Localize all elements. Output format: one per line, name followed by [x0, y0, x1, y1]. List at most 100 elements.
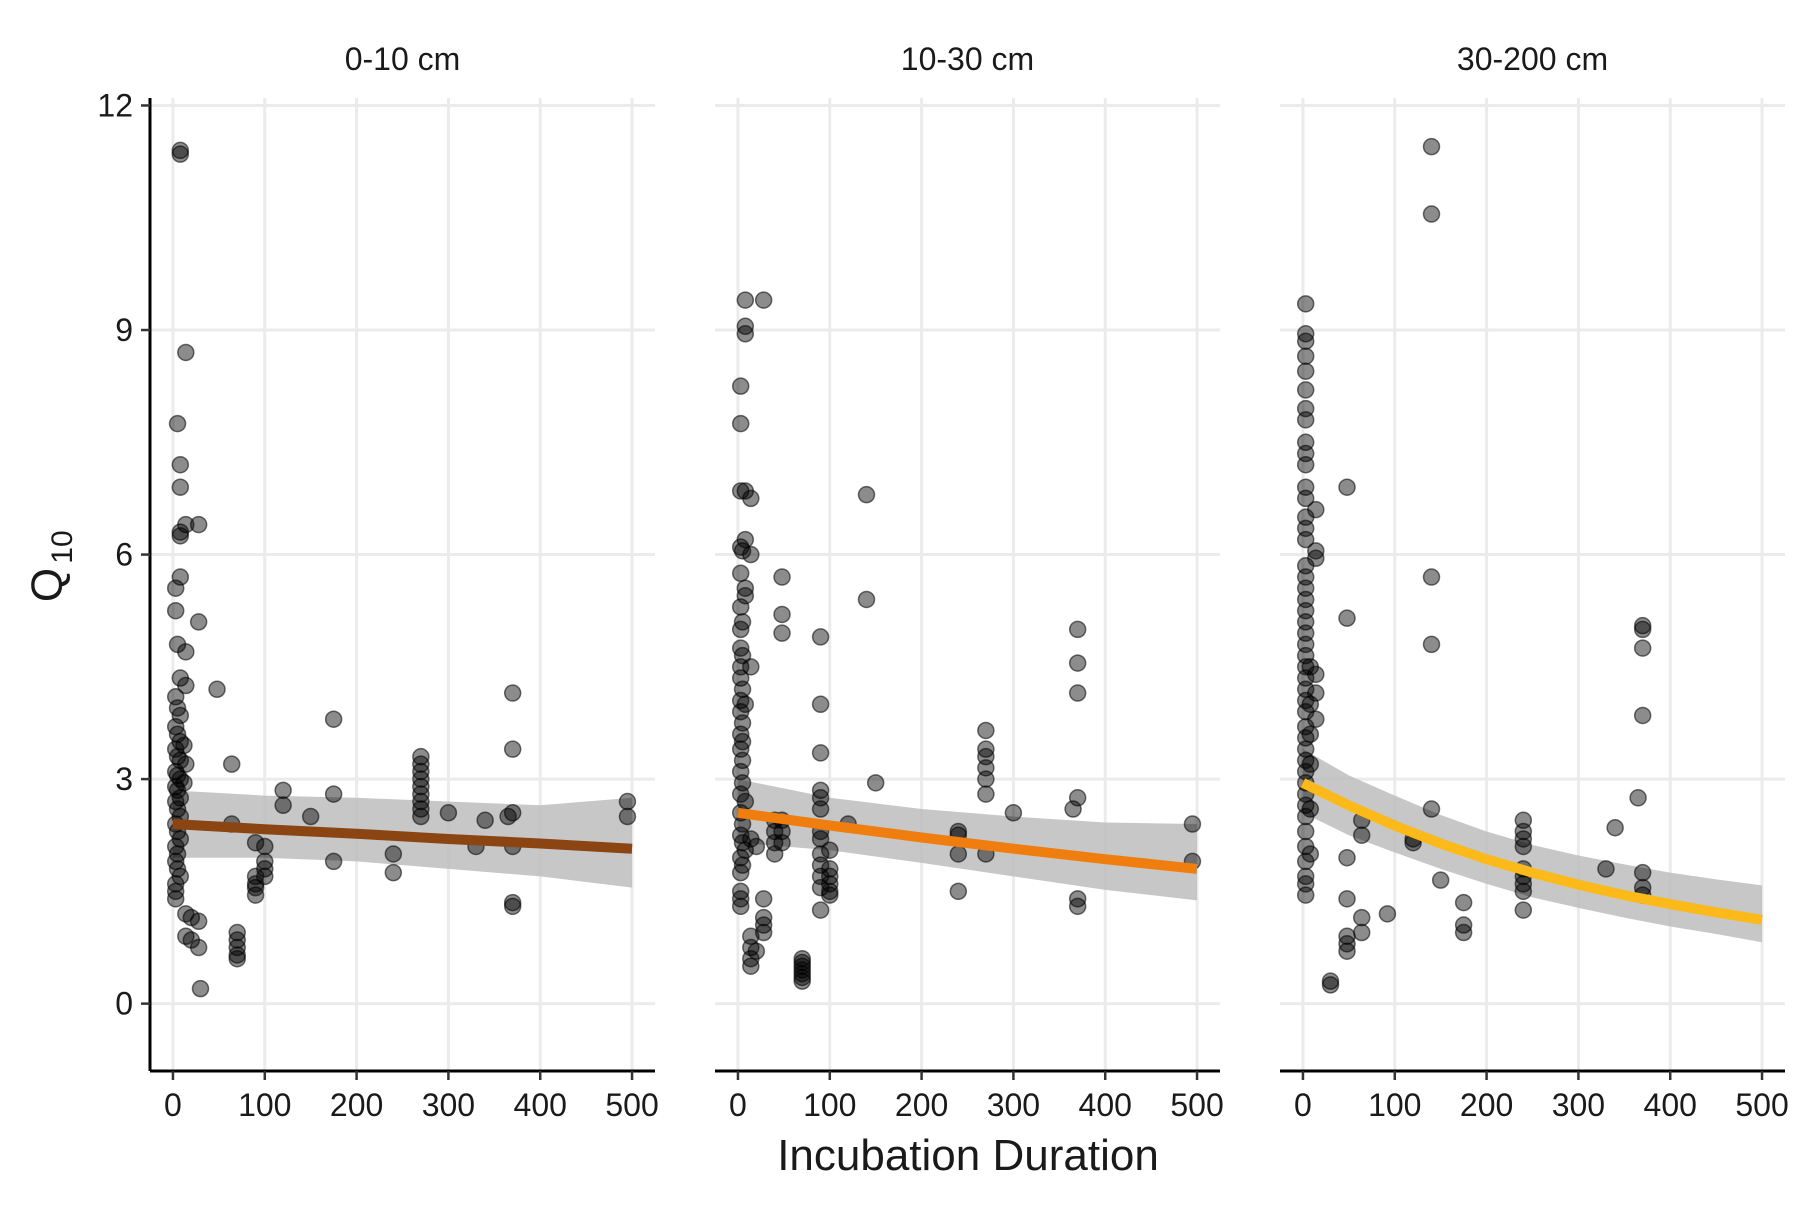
- data-point: [731, 598, 750, 616]
- data-point: [1338, 609, 1356, 627]
- data-point: [189, 515, 208, 534]
- data-point: [1068, 684, 1087, 702]
- data-point: [618, 792, 637, 811]
- data-point: [811, 628, 830, 646]
- data-point: [811, 830, 830, 848]
- panel-1: 10-30 cm 0 100 200 300 400 500: [715, 41, 1224, 1123]
- data-point: [476, 811, 494, 830]
- data-point: [821, 841, 839, 859]
- data-point: [821, 886, 839, 904]
- data-point: [731, 377, 750, 395]
- data-point: [1068, 620, 1087, 639]
- y-tick-label: 3: [115, 761, 133, 797]
- data-point: [177, 643, 195, 661]
- data-point: [731, 897, 750, 916]
- data-point: [754, 291, 773, 309]
- data-point: [503, 897, 522, 916]
- data-point: [166, 601, 185, 620]
- data-point: [1629, 789, 1647, 807]
- x-tick-label: 100: [238, 1087, 291, 1123]
- data-point: [301, 807, 320, 826]
- data-point: [773, 568, 791, 586]
- data-point: [1338, 478, 1356, 496]
- data-point: [1296, 455, 1315, 474]
- data-point: [274, 796, 292, 815]
- data-point: [1296, 822, 1315, 841]
- data-point: [1338, 890, 1356, 908]
- data-point: [191, 979, 210, 998]
- data-point: [731, 620, 750, 639]
- x-tick-label: 200: [330, 1087, 383, 1123]
- data-point: [1301, 658, 1320, 676]
- data-point: [754, 890, 773, 908]
- data-point: [1514, 882, 1533, 901]
- data-point: [171, 478, 190, 496]
- data-point: [1422, 635, 1441, 654]
- data-point: [256, 867, 274, 886]
- x-tick-label: 0: [729, 1087, 747, 1123]
- data-point: [1296, 362, 1315, 380]
- data-point: [189, 613, 208, 631]
- data-point: [773, 624, 791, 642]
- data-point: [1301, 755, 1320, 773]
- data-point: [754, 923, 773, 942]
- data-point: [1597, 860, 1615, 878]
- data-point: [1296, 489, 1315, 508]
- data-point: [1352, 923, 1371, 942]
- panel-title: 0-10 cm: [345, 41, 461, 77]
- data-point: [793, 972, 811, 990]
- panel-title: 10-30 cm: [901, 41, 1034, 77]
- data-point: [1454, 923, 1473, 942]
- data-point: [1514, 837, 1533, 856]
- data-point: [747, 837, 766, 856]
- data-point: [1633, 620, 1652, 639]
- data-point: [246, 833, 265, 852]
- y-axis-title: Q 10: [23, 530, 79, 602]
- data-point: [171, 706, 190, 725]
- data-point: [1454, 893, 1473, 912]
- data-point: [412, 807, 430, 826]
- data-point: [773, 605, 791, 624]
- data-point: [503, 804, 522, 822]
- data-point: [1068, 654, 1087, 672]
- data-point: [1296, 381, 1315, 399]
- data-point: [1296, 347, 1315, 365]
- data-point: [1068, 897, 1087, 916]
- y-axis-title-main: Q: [23, 568, 72, 602]
- data-point: [1422, 137, 1441, 156]
- data-point: [736, 325, 755, 343]
- data-point: [731, 863, 750, 882]
- data-point: [866, 774, 885, 792]
- data-point: [1301, 845, 1320, 863]
- data-point: [618, 807, 637, 826]
- data-point: [1633, 706, 1652, 725]
- data-point: [439, 804, 458, 822]
- x-tick-label: 500: [1735, 1087, 1788, 1123]
- data-point: [977, 770, 995, 788]
- data-point: [811, 901, 830, 919]
- fit-line: [737, 807, 1198, 874]
- data-point: [171, 455, 190, 474]
- y-tick-label: 9: [115, 312, 133, 348]
- data-point: [171, 145, 190, 163]
- data-point: [1301, 725, 1320, 743]
- data-point: [168, 414, 187, 433]
- data-point: [256, 837, 274, 856]
- x-tick-label: 100: [803, 1087, 856, 1123]
- panel-0: 0-10 cm 0 100 200 300 400 500: [150, 41, 659, 1123]
- data-point: [189, 938, 208, 957]
- fit-line: [172, 819, 633, 854]
- data-point: [208, 680, 226, 699]
- data-point: [773, 833, 791, 852]
- data-point: [246, 886, 265, 904]
- data-point: [811, 695, 830, 714]
- data-point: [857, 590, 876, 609]
- x-tick-label: 300: [422, 1087, 475, 1123]
- x-tick-label: 200: [1460, 1087, 1513, 1123]
- data-point: [1352, 826, 1371, 844]
- data-point: [324, 710, 343, 728]
- data-point: [1378, 905, 1397, 923]
- data-point: [736, 291, 755, 309]
- data-point: [731, 564, 750, 583]
- data-point: [1321, 976, 1340, 994]
